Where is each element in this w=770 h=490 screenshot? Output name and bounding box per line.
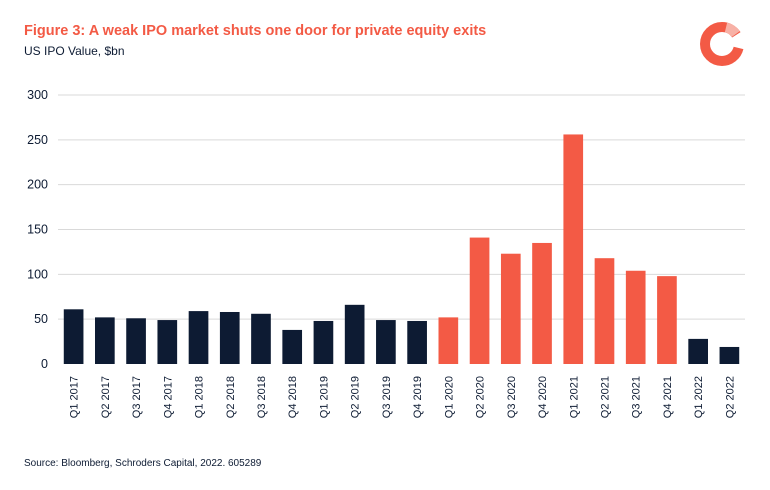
bar (188, 311, 209, 364)
bar-chart: 0 50 100 150 200 250 300 Q1 2017 Q2 2017 Q3 2017… (27, 88, 745, 418)
x-tick-label: Q4 2017 (162, 376, 174, 418)
bar (438, 317, 459, 364)
bar (688, 338, 708, 364)
bar (469, 237, 490, 364)
schroders-ring-logo-icon (700, 22, 744, 66)
bar (500, 253, 521, 364)
bar (126, 318, 146, 364)
y-tick-label: 250 (27, 133, 48, 147)
chart-title: Figure 3: A weak IPO market shuts one do… (24, 23, 487, 39)
bar (563, 134, 584, 364)
y-axis: 0 50 100 150 200 250 300 (27, 88, 48, 371)
source-note: Source: Bloomberg, Schroders Capital, 20… (24, 458, 262, 469)
x-tick-label: Q3 2019 (381, 376, 393, 418)
x-tick-label: Q2 2017 (100, 376, 112, 418)
chart-subtitle: US IPO Value, $bn (24, 44, 125, 58)
x-tick-label: Q2 2022 (724, 376, 736, 418)
x-axis: Q1 2017 Q2 2017 Q3 2017 Q4 2017 Q1 2018 Q2 20… (69, 376, 737, 418)
bar (657, 276, 677, 364)
x-tick-label: Q3 2018 (256, 376, 268, 418)
x-tick-label: Q2 2019 (350, 376, 362, 418)
x-tick-label: Q3 2021 (631, 376, 643, 418)
bar (157, 320, 178, 364)
x-tick-label: Q2 2018 (225, 376, 237, 418)
x-tick-label: Q1 2022 (693, 376, 705, 418)
x-tick-label: Q1 2017 (69, 376, 81, 418)
bars (63, 134, 740, 364)
y-tick-label: 50 (34, 312, 48, 326)
y-tick-label: 200 (27, 178, 48, 192)
bar (344, 304, 365, 364)
x-tick-label: Q1 2018 (194, 376, 206, 418)
x-tick-label: Q4 2021 (662, 376, 674, 418)
x-tick-label: Q2 2020 (475, 376, 487, 418)
x-tick-label: Q1 2021 (568, 376, 580, 418)
bar (625, 270, 646, 364)
bar (594, 258, 615, 364)
bar (719, 346, 740, 364)
bar (407, 320, 427, 364)
bar (532, 242, 552, 364)
y-tick-label: 300 (27, 88, 48, 102)
x-tick-label: Q1 2019 (318, 376, 330, 418)
x-tick-label: Q2 2021 (599, 376, 611, 418)
bar (251, 313, 271, 364)
x-tick-label: Q4 2020 (537, 376, 549, 418)
x-tick-label: Q4 2019 (412, 376, 424, 418)
bar (63, 309, 84, 364)
bar (95, 317, 115, 364)
y-tick-label: 0 (41, 357, 48, 371)
bar (313, 320, 334, 364)
x-tick-label: Q3 2017 (131, 376, 143, 418)
bar (219, 311, 240, 364)
bar (376, 320, 396, 364)
bar (282, 329, 303, 364)
y-tick-label: 100 (27, 267, 48, 281)
x-tick-label: Q4 2018 (287, 376, 299, 418)
x-tick-label: Q1 2020 (443, 376, 455, 418)
y-tick-label: 150 (27, 223, 48, 237)
x-tick-label: Q3 2020 (506, 376, 518, 418)
